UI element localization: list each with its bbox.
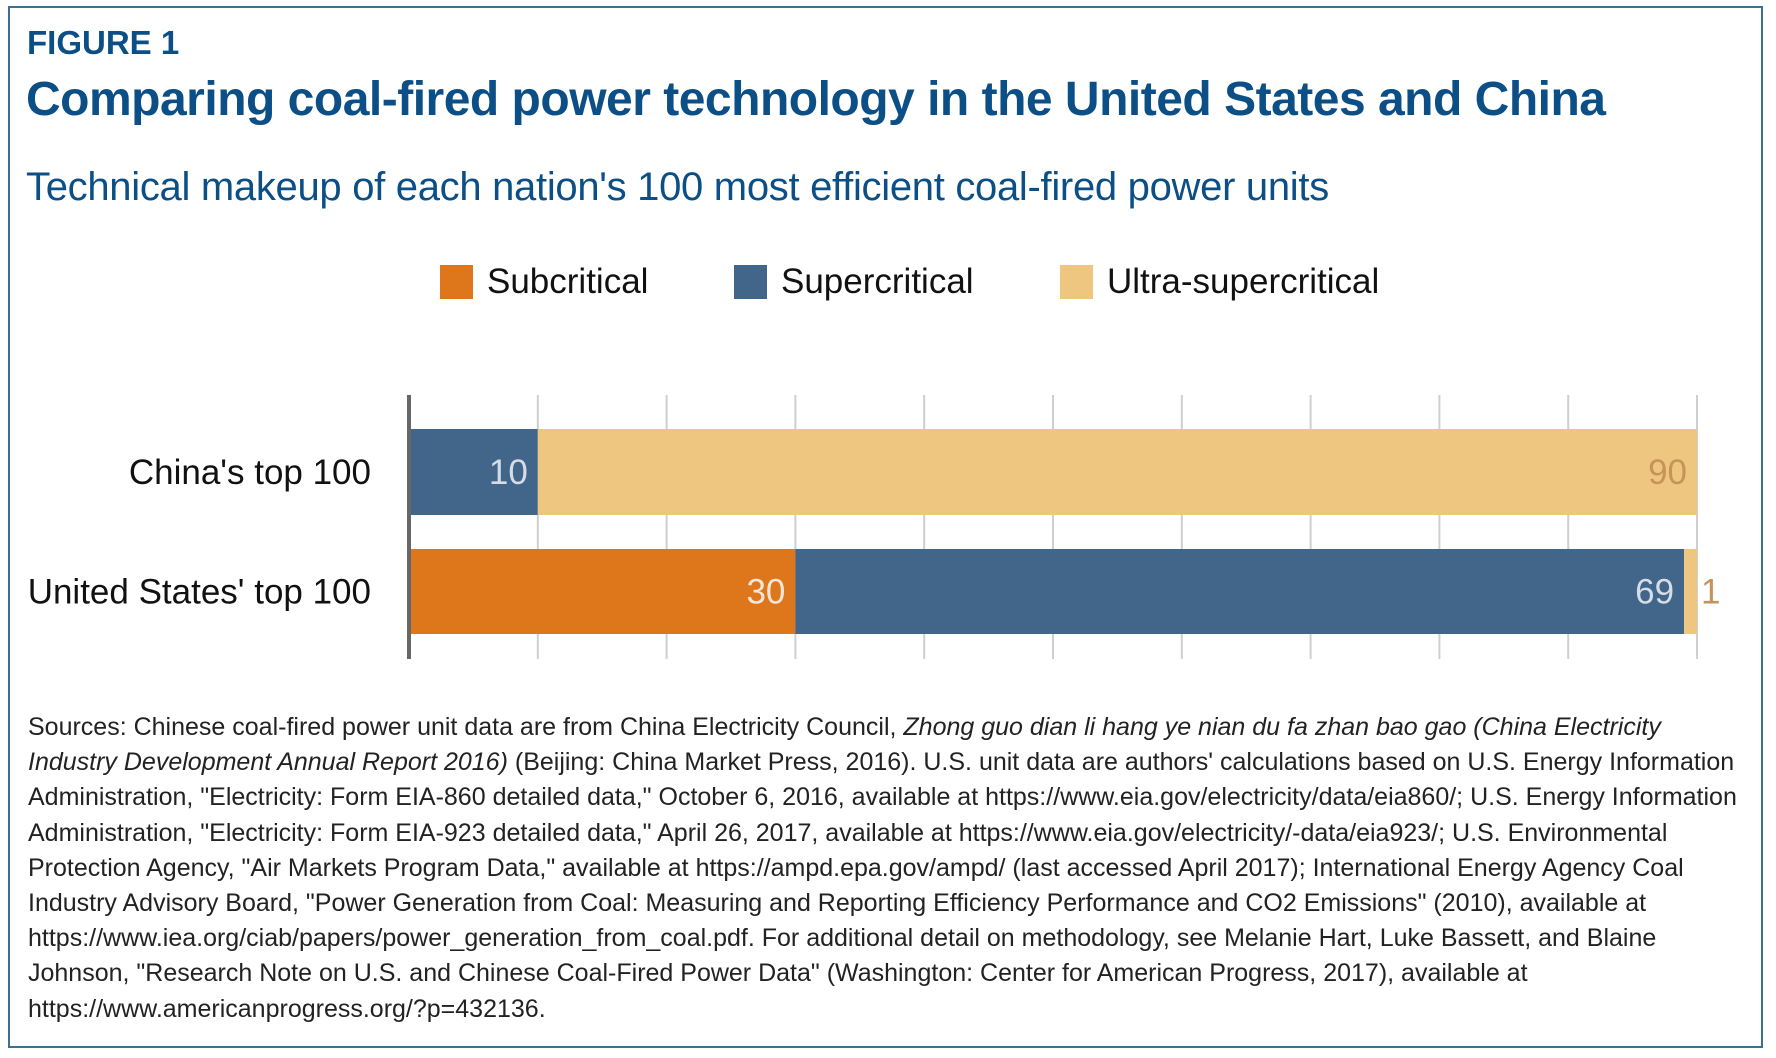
figure-label: FIGURE 1	[27, 24, 180, 61]
sources-text-1: Sources: Chinese coal-fired power unit d…	[28, 713, 904, 741]
data-label: 30	[746, 573, 785, 612]
bar-segment	[795, 549, 1685, 634]
data-label: 90	[1648, 453, 1687, 492]
data-label: 1	[1701, 573, 1720, 612]
legend-item-ultra-supercritical: Ultra-supercritical	[1060, 262, 1379, 302]
legend-label: Supercritical	[781, 262, 974, 301]
bar-segment	[1684, 549, 1697, 634]
bar-segment	[409, 429, 538, 515]
legend-label: Ultra-supercritical	[1107, 262, 1380, 301]
legend-item-subcritical: Subcritical	[440, 262, 648, 302]
category-label: China's top 100	[129, 453, 371, 492]
bar-chart: China's top 100 10 90 United States' top 10…	[28, 395, 1720, 659]
category-label: United States' top 100	[28, 573, 371, 612]
sources-text-2: (Beijing: China Market Press, 2016). U.S…	[28, 748, 1737, 1023]
legend-swatch	[734, 265, 767, 299]
bar-segment	[409, 549, 796, 634]
legend-item-supercritical: Supercritical	[734, 262, 974, 302]
sources-italic-title: Zhong guo dian li hang ye nian du fa zha…	[28, 713, 1661, 777]
chart-subtitle: Technical makeup of each nation's 100 mo…	[26, 165, 1329, 209]
legend-swatch	[440, 265, 473, 299]
chart-title: Comparing coal-fired power technology in…	[26, 73, 1606, 126]
data-label: 69	[1635, 573, 1674, 612]
figure-frame	[8, 6, 1763, 1048]
data-label: 10	[489, 453, 528, 492]
legend-swatch	[1060, 265, 1093, 299]
sources-note: Sources: Chinese coal-fired power unit d…	[28, 710, 1748, 1027]
legend-label: Subcritical	[487, 262, 649, 301]
bar-segment	[537, 429, 1697, 515]
